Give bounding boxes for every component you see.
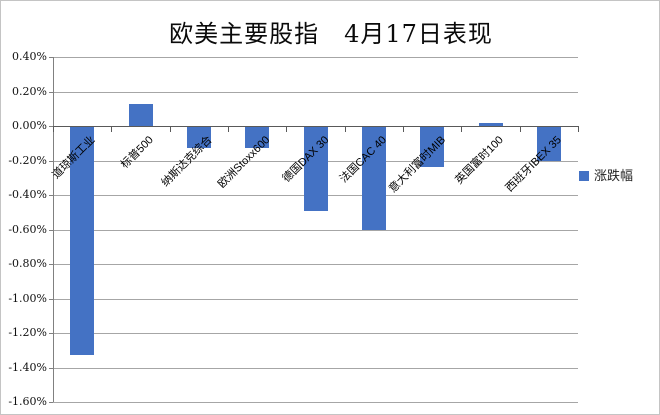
legend-label: 涨跌幅 — [594, 168, 634, 183]
value-axis-line — [53, 57, 54, 402]
category-axis-tick — [403, 126, 404, 132]
category-axis-tick — [286, 126, 288, 132]
y-axis-tick-label: -1.40% — [8, 360, 47, 374]
y-axis-tick — [49, 57, 53, 58]
y-axis-tick-label: 0.20% — [12, 84, 47, 98]
gridline — [53, 91, 578, 93]
gridline — [53, 402, 578, 403]
y-axis-tick — [49, 91, 53, 93]
category-axis-tick — [169, 126, 171, 132]
category-axis-tick — [578, 126, 579, 132]
category-axis-tick — [111, 126, 113, 132]
y-axis-tick — [49, 402, 53, 403]
bar — [70, 126, 95, 356]
legend-marker-icon — [579, 171, 589, 181]
category-axis-tick — [228, 126, 229, 132]
y-axis-tick — [49, 126, 53, 127]
y-axis-tick — [49, 367, 53, 369]
legend: 涨跌幅 — [579, 169, 633, 183]
bar — [128, 103, 153, 126]
bar — [303, 126, 328, 211]
y-axis-tick — [49, 298, 53, 300]
category-axis-tick — [519, 126, 521, 132]
bar — [245, 126, 270, 149]
gridline — [53, 298, 578, 300]
gridline — [53, 333, 578, 334]
gridline — [53, 229, 578, 231]
bar — [186, 126, 211, 149]
y-axis-tick-label: 0.00% — [12, 119, 47, 132]
y-axis-tick-label: -0.20% — [8, 153, 47, 167]
bar — [478, 122, 503, 126]
y-axis-tick-label: 0.40% — [12, 50, 47, 63]
y-axis-tick — [49, 229, 53, 231]
category-axis-line — [53, 126, 578, 127]
gridline — [53, 367, 578, 369]
y-axis-tick-label: -1.60% — [8, 395, 47, 408]
y-axis-tick-label: -0.40% — [8, 188, 47, 201]
y-axis-tick-label: -1.00% — [8, 291, 47, 305]
gridline — [53, 57, 578, 58]
gridline — [53, 264, 578, 265]
category-axis-tick — [344, 126, 346, 132]
y-axis-tick-label: -0.80% — [8, 257, 47, 270]
bar — [361, 126, 386, 230]
category-label: 标普500 — [118, 134, 156, 172]
category-label: 西班牙IBEX 35 — [503, 134, 565, 195]
category-axis-tick — [461, 126, 463, 132]
y-axis-tick-label: -1.20% — [8, 326, 47, 339]
y-axis-tick — [49, 160, 53, 162]
y-axis-tick — [49, 264, 53, 265]
chart-title: 欧美主要股指 4月17日表现 — [169, 20, 493, 48]
category-axis-tick — [53, 126, 54, 132]
y-axis-tick — [49, 333, 53, 334]
bar — [420, 126, 445, 168]
y-axis-tick-label: -0.60% — [8, 222, 47, 236]
bar — [536, 126, 561, 161]
y-axis-tick — [49, 195, 53, 196]
